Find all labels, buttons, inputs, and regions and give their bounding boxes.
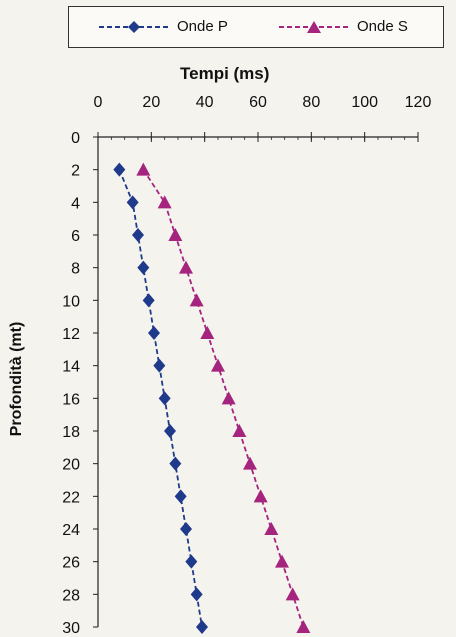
data-point-s xyxy=(285,587,300,601)
y-tick-label: 8 xyxy=(71,261,80,278)
y-tick-label: 20 xyxy=(62,457,80,474)
data-point-s xyxy=(243,456,257,470)
y-tick-label: 18 xyxy=(62,424,80,441)
y-tick-label: 12 xyxy=(62,326,80,343)
y-tick-label: 30 xyxy=(62,620,80,637)
data-point-p xyxy=(137,260,150,275)
legend-label-p: Onde P xyxy=(177,18,228,35)
chart-title: Tempi (ms) xyxy=(180,64,270,83)
y-tick-label: 2 xyxy=(71,163,80,180)
data-point-p xyxy=(190,587,203,602)
data-point-s xyxy=(221,391,236,405)
data-point-s xyxy=(179,260,193,274)
y-tick-label: 10 xyxy=(62,293,80,310)
data-point-p xyxy=(132,228,144,242)
y-tick-label: 0 xyxy=(71,130,80,147)
y-tick-label: 26 xyxy=(62,555,80,572)
data-point-s xyxy=(136,162,151,176)
y-tick-label: 28 xyxy=(62,587,80,604)
y-tick-label: 24 xyxy=(62,522,80,539)
y-tick-label: 16 xyxy=(62,391,80,408)
x-tick-label: 20 xyxy=(142,94,160,111)
y-tick-label: 4 xyxy=(71,195,80,212)
data-point-s xyxy=(168,228,183,241)
x-tick-label: 80 xyxy=(302,94,320,111)
data-point-s xyxy=(157,195,172,209)
data-point-p xyxy=(153,358,166,373)
data-point-p xyxy=(164,424,176,438)
x-tick-label: 0 xyxy=(94,94,103,111)
data-point-p xyxy=(148,326,160,340)
data-point-s xyxy=(264,522,279,535)
data-point-s xyxy=(253,489,268,503)
data-point-s xyxy=(296,620,311,633)
y-tick-label: 14 xyxy=(62,359,80,376)
legend-label-s: Onde S xyxy=(357,18,408,35)
data-point-s xyxy=(200,326,215,339)
data-point-s xyxy=(232,424,247,437)
data-point-s xyxy=(211,358,225,372)
data-point-s xyxy=(189,293,204,307)
data-point-p xyxy=(174,489,187,504)
y-tick-label: 6 xyxy=(71,228,80,245)
data-point-s xyxy=(275,554,289,568)
legend-markers xyxy=(99,21,349,33)
x-tick-label: 40 xyxy=(196,94,214,111)
legend-marker-p xyxy=(128,21,140,33)
y-tick-label: 22 xyxy=(62,489,80,506)
data-point-p xyxy=(158,391,171,406)
legend: Onde P Onde S xyxy=(68,6,444,48)
data-point-p xyxy=(196,620,208,634)
data-point-p xyxy=(169,456,182,471)
x-tick-label: 100 xyxy=(351,94,378,111)
x-tick-label: 60 xyxy=(249,94,267,111)
legend-marker-s xyxy=(307,21,321,33)
series-line-s xyxy=(142,169,305,628)
data-point-p xyxy=(113,162,126,177)
x-tick-label: 120 xyxy=(405,94,432,111)
data-point-p xyxy=(142,293,155,308)
data-point-p xyxy=(185,554,198,569)
data-point-p xyxy=(180,522,192,536)
data-point-p xyxy=(126,195,139,210)
